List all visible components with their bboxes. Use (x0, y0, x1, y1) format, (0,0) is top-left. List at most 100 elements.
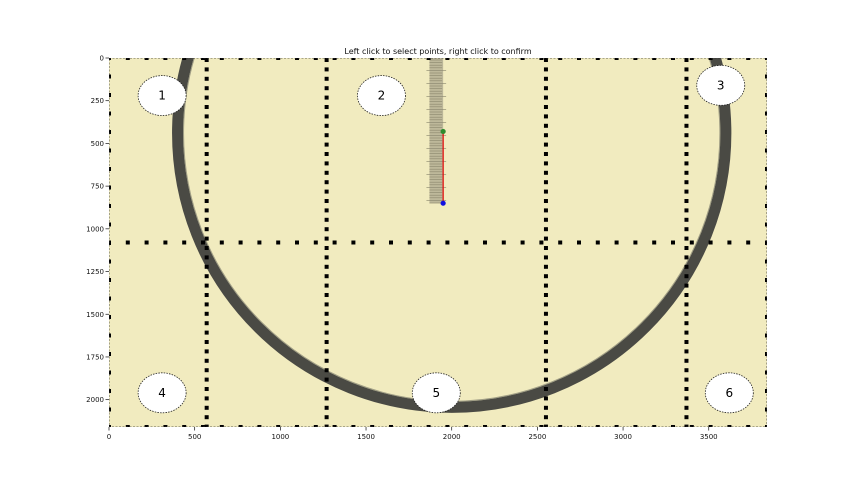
grid-dot[interactable] (543, 227, 548, 232)
grid-dot[interactable] (483, 425, 487, 429)
grid-dot[interactable] (324, 217, 329, 222)
grid-dot[interactable] (204, 274, 209, 279)
grid-dot[interactable] (595, 425, 600, 429)
grid-dot[interactable] (765, 93, 769, 97)
grid-dot[interactable] (257, 56, 262, 60)
grid-dot[interactable] (324, 105, 329, 109)
grid-dot[interactable] (107, 407, 111, 412)
grid-dot[interactable] (324, 95, 329, 100)
grid-dot[interactable] (483, 56, 487, 60)
grid-dot[interactable] (543, 274, 548, 279)
grid-dot[interactable] (765, 56, 769, 60)
grid-dot[interactable] (543, 349, 548, 354)
grid-dot[interactable] (543, 246, 548, 250)
grid-dot[interactable] (558, 240, 563, 245)
grid-dot[interactable] (324, 377, 329, 382)
grid-dot[interactable] (684, 387, 689, 391)
grid-dot[interactable] (324, 133, 329, 138)
grid-dot[interactable] (276, 240, 281, 245)
grid-dot[interactable] (684, 424, 689, 429)
grid-dot[interactable] (407, 425, 412, 429)
grid-dot[interactable] (765, 425, 769, 429)
grid-dot[interactable] (577, 425, 581, 429)
grid-dot[interactable] (125, 240, 130, 245)
grid-dot[interactable] (324, 199, 329, 203)
grid-dot[interactable] (107, 259, 111, 264)
grid-dot[interactable] (204, 67, 209, 72)
grid-dot[interactable] (543, 311, 548, 316)
grid-dot[interactable] (204, 405, 209, 410)
grid-dot[interactable] (324, 161, 329, 166)
grid-dot[interactable] (684, 170, 689, 175)
grid-dot[interactable] (332, 240, 337, 245)
grid-dot[interactable] (324, 358, 329, 363)
grid-dot[interactable] (204, 123, 209, 128)
grid-dot[interactable] (107, 74, 111, 79)
grid-dot[interactable] (219, 240, 224, 245)
grid-dot[interactable] (370, 425, 375, 429)
grid-dot[interactable] (464, 425, 469, 429)
grid-dot[interactable] (204, 133, 209, 138)
grid-dot[interactable] (684, 208, 689, 213)
grid-dot[interactable] (671, 240, 675, 245)
grid-dot[interactable] (684, 105, 689, 109)
grid-dot[interactable] (324, 246, 329, 250)
grid-dot[interactable] (107, 296, 111, 301)
grid-dot[interactable] (204, 208, 209, 213)
grid-dot[interactable] (765, 222, 769, 227)
grid-dot[interactable] (684, 152, 689, 156)
grid-dot[interactable] (684, 246, 689, 250)
grid-dot[interactable] (543, 86, 548, 91)
grid-dot[interactable] (765, 240, 769, 245)
grid-dot[interactable] (107, 222, 111, 227)
grid-dot[interactable] (543, 199, 548, 203)
grid-dot[interactable] (684, 123, 689, 128)
grid-dot[interactable] (204, 349, 209, 354)
grid-dot[interactable] (483, 240, 487, 245)
grid-dot[interactable] (370, 240, 375, 245)
grid-dot[interactable] (313, 240, 318, 245)
grid-dot[interactable] (324, 424, 329, 429)
grid-dot[interactable] (107, 425, 111, 429)
grid-dot[interactable] (543, 152, 548, 156)
grid-dot[interactable] (543, 58, 548, 62)
grid-dot[interactable] (684, 95, 689, 100)
grid-dot[interactable] (445, 240, 450, 245)
grid-dot[interactable] (543, 217, 548, 222)
grid-dot[interactable] (182, 56, 187, 60)
grid-dot[interactable] (684, 58, 689, 62)
grid-dot[interactable] (204, 227, 209, 232)
grid-dot[interactable] (204, 180, 209, 185)
grid-dot[interactable] (324, 311, 329, 316)
grid-dot[interactable] (324, 189, 329, 194)
grid-dot[interactable] (324, 208, 329, 213)
grid-dot[interactable] (219, 56, 224, 60)
grid-dot[interactable] (107, 130, 111, 134)
grid-dot[interactable] (324, 396, 329, 401)
grid-dot[interactable] (182, 240, 187, 245)
grid-dot[interactable] (125, 425, 130, 429)
grid-dot[interactable] (684, 264, 689, 269)
grid-dot[interactable] (543, 236, 548, 241)
grid-dot[interactable] (324, 274, 329, 279)
grid-dot[interactable] (671, 56, 675, 60)
grid-dot[interactable] (204, 387, 209, 391)
grid-dot[interactable] (204, 330, 209, 335)
grid-dot[interactable] (144, 56, 149, 60)
grid-dot[interactable] (543, 67, 548, 72)
grid-dot[interactable] (727, 425, 732, 429)
grid-dot[interactable] (765, 259, 769, 264)
grid-dot[interactable] (107, 389, 111, 393)
grid-dot[interactable] (539, 425, 544, 429)
grid-dot[interactable] (765, 130, 769, 134)
grid-dot[interactable] (765, 296, 769, 301)
grid-dot[interactable] (407, 240, 412, 245)
grid-dot[interactable] (543, 340, 548, 344)
grid-dot[interactable] (501, 56, 506, 60)
grid-dot[interactable] (204, 217, 209, 222)
grid-dot[interactable] (204, 105, 209, 109)
grid-dot[interactable] (633, 56, 638, 60)
grid-dot[interactable] (543, 405, 548, 410)
grid-dot[interactable] (324, 114, 329, 119)
grid-dot[interactable] (543, 170, 548, 175)
